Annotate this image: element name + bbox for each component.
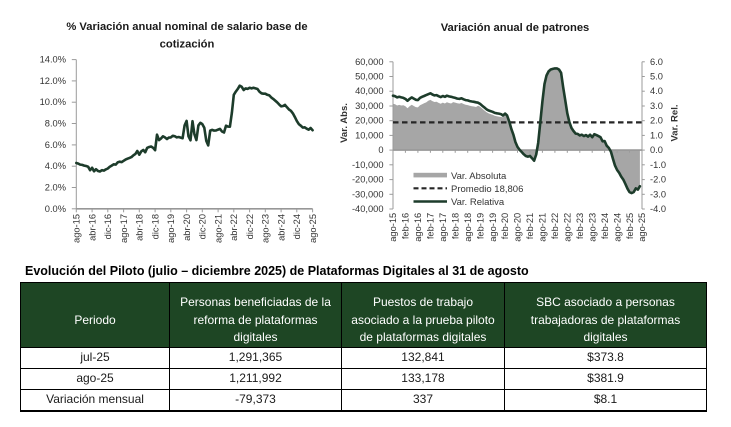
svg-text:feb-20: feb-20 bbox=[500, 213, 510, 239]
svg-text:abr-20: abr-20 bbox=[182, 214, 192, 241]
svg-text:abr-24: abr-24 bbox=[276, 214, 286, 241]
svg-text:dic-22: dic-22 bbox=[245, 214, 255, 239]
svg-text:30,000: 30,000 bbox=[355, 101, 383, 111]
svg-text:0.0: 0.0 bbox=[650, 145, 663, 155]
svg-text:feb-16: feb-16 bbox=[401, 213, 411, 239]
svg-text:Promedio 18,806: Promedio 18,806 bbox=[451, 184, 523, 195]
svg-text:ago-19: ago-19 bbox=[488, 213, 498, 242]
svg-text:4.0: 4.0 bbox=[650, 86, 663, 96]
svg-text:abr-22: abr-22 bbox=[229, 214, 239, 241]
svg-text:ago-19: ago-19 bbox=[166, 214, 176, 243]
svg-text:dic-20: dic-20 bbox=[198, 214, 208, 239]
svg-text:3.0: 3.0 bbox=[650, 101, 663, 111]
svg-text:-30,000: -30,000 bbox=[352, 189, 384, 199]
svg-text:% Variación anual nominal de s: % Variación anual nominal de salario bas… bbox=[66, 21, 307, 33]
svg-text:ago-15: ago-15 bbox=[72, 214, 82, 243]
svg-text:feb-17: feb-17 bbox=[426, 213, 436, 239]
svg-text:50,000: 50,000 bbox=[355, 72, 383, 82]
svg-text:feb-18: feb-18 bbox=[450, 213, 460, 239]
svg-text:dic-16: dic-16 bbox=[103, 214, 113, 239]
svg-text:1.0: 1.0 bbox=[650, 130, 663, 140]
svg-text:0: 0 bbox=[378, 145, 383, 155]
svg-text:Var. Abs.: Var. Abs. bbox=[339, 103, 350, 143]
svg-text:abr-16: abr-16 bbox=[87, 214, 97, 241]
svg-text:-10,000: -10,000 bbox=[352, 160, 384, 170]
svg-text:8.0%: 8.0% bbox=[45, 119, 66, 129]
svg-text:ago-17: ago-17 bbox=[438, 213, 448, 242]
svg-text:ago-21: ago-21 bbox=[538, 213, 548, 242]
svg-text:dic-24: dic-24 bbox=[292, 214, 302, 239]
svg-text:14.0%: 14.0% bbox=[40, 55, 66, 65]
svg-text:2.0%: 2.0% bbox=[45, 183, 66, 193]
svg-text:ago-20: ago-20 bbox=[513, 213, 523, 242]
svg-text:6.0: 6.0 bbox=[650, 57, 663, 67]
svg-text:12.0%: 12.0% bbox=[40, 76, 66, 86]
svg-text:ago-21: ago-21 bbox=[213, 214, 223, 243]
svg-text:ago-16: ago-16 bbox=[413, 213, 423, 242]
svg-text:-1.0: -1.0 bbox=[650, 160, 666, 170]
svg-text:-4.0: -4.0 bbox=[650, 204, 666, 214]
svg-text:60,000: 60,000 bbox=[355, 57, 383, 67]
svg-text:10.0%: 10.0% bbox=[40, 97, 66, 107]
svg-text:Var. Relativa: Var. Relativa bbox=[451, 197, 505, 208]
svg-text:ago-17: ago-17 bbox=[119, 214, 129, 243]
svg-text:Var. Rel.: Var. Rel. bbox=[670, 105, 681, 142]
svg-text:feb-23: feb-23 bbox=[575, 213, 585, 239]
svg-text:feb-24: feb-24 bbox=[600, 213, 610, 239]
svg-text:-20,000: -20,000 bbox=[352, 175, 384, 185]
svg-text:ago-18: ago-18 bbox=[463, 213, 473, 242]
svg-text:20,000: 20,000 bbox=[355, 116, 383, 126]
svg-text:Variación anual de patrones: Variación anual de patrones bbox=[441, 22, 590, 34]
svg-text:10,000: 10,000 bbox=[355, 130, 383, 140]
svg-text:Var. Absoluta: Var. Absoluta bbox=[451, 171, 507, 182]
svg-text:40,000: 40,000 bbox=[355, 86, 383, 96]
svg-text:0.0%: 0.0% bbox=[45, 204, 66, 214]
svg-text:feb-19: feb-19 bbox=[475, 213, 485, 239]
svg-text:2.0: 2.0 bbox=[650, 116, 663, 126]
svg-text:abr-18: abr-18 bbox=[135, 214, 145, 241]
svg-text:feb-21: feb-21 bbox=[525, 213, 535, 239]
svg-text:feb-22: feb-22 bbox=[550, 213, 560, 239]
svg-text:ago-25: ago-25 bbox=[308, 214, 318, 243]
svg-text:ago-25: ago-25 bbox=[637, 213, 647, 242]
svg-text:-2.0: -2.0 bbox=[650, 175, 666, 185]
svg-text:cotización: cotización bbox=[160, 39, 215, 51]
svg-text:5.0: 5.0 bbox=[650, 72, 663, 82]
svg-text:ago-22: ago-22 bbox=[563, 213, 573, 242]
svg-text:6.0%: 6.0% bbox=[45, 140, 66, 150]
svg-text:ago-15: ago-15 bbox=[388, 213, 398, 242]
svg-text:-3.0: -3.0 bbox=[650, 189, 666, 199]
svg-text:ago-23: ago-23 bbox=[261, 214, 271, 243]
svg-text:feb-25: feb-25 bbox=[625, 213, 635, 239]
svg-text:ago-23: ago-23 bbox=[587, 213, 597, 242]
svg-text:ago-24: ago-24 bbox=[612, 213, 622, 242]
svg-text:dic-18: dic-18 bbox=[150, 214, 160, 239]
svg-text:4.0%: 4.0% bbox=[45, 161, 66, 171]
svg-text:-40,000: -40,000 bbox=[352, 204, 384, 214]
